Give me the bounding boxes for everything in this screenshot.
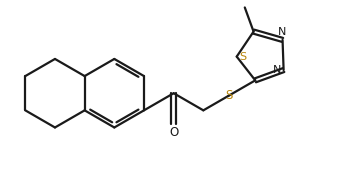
Text: N: N xyxy=(278,27,287,37)
Text: S: S xyxy=(239,52,247,62)
Text: O: O xyxy=(169,126,178,139)
Text: N: N xyxy=(272,65,281,75)
Text: S: S xyxy=(226,89,233,102)
